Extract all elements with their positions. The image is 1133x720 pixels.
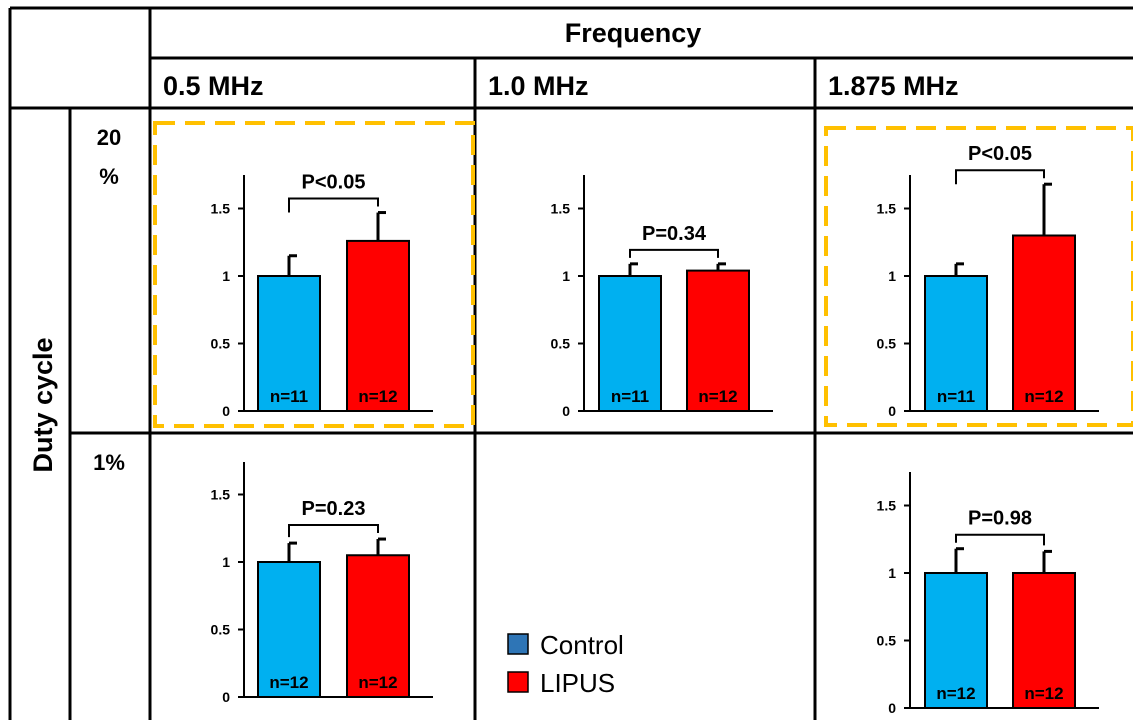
y-tick-label: 0 [888, 403, 896, 419]
n-label-control: n=11 [270, 387, 308, 406]
n-label-lipus: n=12 [1024, 684, 1063, 703]
legend-swatch-lipus [507, 671, 529, 693]
significance-bracket [288, 524, 379, 538]
n-label-lipus: n=12 [358, 673, 397, 692]
y-tick-label: 1.5 [877, 201, 897, 217]
y-tick-label: 1 [888, 268, 896, 284]
significance-bracket [955, 533, 1045, 546]
y-tick-label: 1.5 [211, 201, 231, 217]
p-value-label: P=0.98 [968, 508, 1032, 530]
y-tick-label: 1.5 [877, 498, 897, 514]
row-header-1: 1% [93, 450, 125, 475]
row-header-20: 20 % [97, 125, 121, 189]
y-tick-label: 1 [222, 554, 230, 570]
column-header-1-0mhz: 1.0 MHz [488, 71, 589, 101]
y-tick-label: 1.5 [211, 487, 231, 503]
legend-label-control: Control [540, 630, 624, 660]
chart-panel-0-5mhz-20: 0 0.5 1 1.5 n=11 n=12 P<0.05 [211, 172, 433, 419]
legend-swatch-control [507, 633, 529, 655]
n-label-control: n=11 [937, 387, 975, 406]
bar-lipus [686, 269, 750, 412]
y-tick-label: 0.5 [551, 336, 571, 352]
significance-bracket [629, 248, 719, 258]
bar-lipus [346, 554, 410, 698]
significance-bracket [288, 197, 379, 213]
n-label-lipus: n=12 [1024, 387, 1063, 406]
chart-panel-1-875mhz-20: 0 0.5 1 1.5 n=11 n=12 P<0.05 [877, 143, 1099, 419]
bar-lipus [346, 239, 410, 412]
column-header-0-5mhz: 0.5 MHz [163, 71, 264, 101]
y-tick-label: 0 [222, 689, 230, 705]
bar-control [257, 275, 321, 412]
significance-bracket [955, 169, 1045, 185]
y-tick-label: 1 [562, 268, 570, 284]
highlight-box-0-5mhz-20 [153, 121, 475, 428]
table-grid [8, 6, 1133, 720]
chart-panel-1-0mhz-20: 0 0.5 1 1.5 n=11 n=12 P=0.34 [551, 175, 773, 419]
y-tick-label: 0.5 [211, 336, 231, 352]
y-tick-label: 0 [562, 403, 570, 419]
frequency-header: Frequency [565, 18, 702, 48]
y-tick-label: 0 [222, 403, 230, 419]
y-tick-label: 0 [888, 700, 896, 716]
row-header-20-number: 20 [97, 125, 121, 150]
p-value-label: P<0.05 [968, 143, 1032, 165]
row-header-20-percent: % [99, 164, 119, 189]
y-tick-label: 1 [888, 565, 896, 581]
y-tick-label: 0.5 [877, 336, 897, 352]
legend-label-lipus: LIPUS [540, 668, 615, 698]
bar-control [924, 275, 988, 412]
chart-panel-1-875mhz-1: 0 0.5 1 1.5 n=12 n=12 P=0.98 [877, 472, 1099, 716]
column-header-1-875mhz: 1.875 MHz [828, 71, 959, 101]
chart-panel-0-5mhz-1: 0 0.5 1 1.5 n=12 n=12 P=0.23 [211, 462, 433, 705]
highlight-box-1-875mhz-20 [824, 126, 1133, 427]
y-tick-label: 1.5 [551, 201, 571, 217]
n-label-control: n=11 [611, 387, 649, 406]
n-label-control: n=12 [269, 673, 308, 692]
legend: Control LIPUS [507, 630, 624, 698]
bar-lipus [1012, 234, 1076, 412]
bar-control [924, 572, 988, 709]
n-label-lipus: n=12 [698, 387, 737, 406]
n-label-control: n=12 [936, 684, 975, 703]
n-label-lipus: n=12 [358, 387, 397, 406]
bar-control [257, 561, 321, 698]
y-tick-label: 0.5 [211, 622, 231, 638]
y-tick-label: 1 [222, 268, 230, 284]
p-value-label: P=0.34 [642, 223, 707, 245]
p-value-label: P<0.05 [302, 172, 366, 194]
duty-cycle-header: Duty cycle [28, 337, 58, 472]
bar-lipus [1012, 572, 1076, 709]
p-value-label: P=0.23 [302, 498, 366, 520]
y-tick-label: 0.5 [877, 633, 897, 649]
bar-control [598, 275, 662, 412]
